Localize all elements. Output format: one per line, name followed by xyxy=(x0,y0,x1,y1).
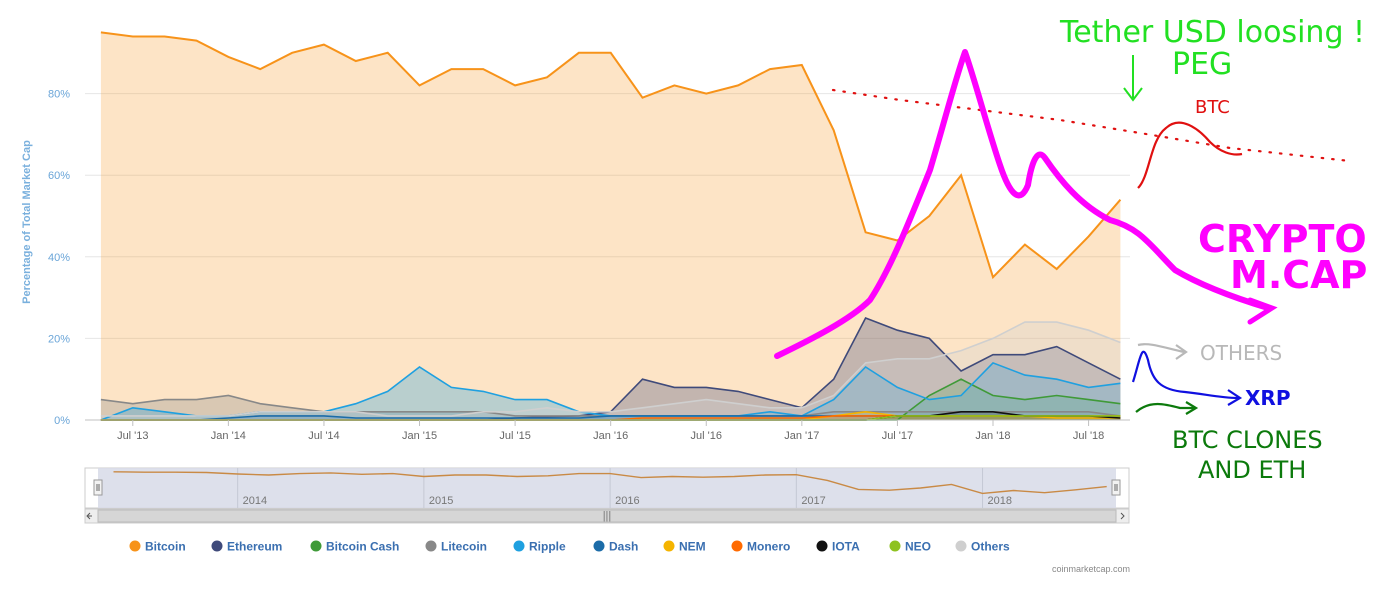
navigator-bitcoin-line xyxy=(113,471,1107,495)
navigator-year-label: 2015 xyxy=(429,495,453,507)
series-area-ethereum xyxy=(100,318,1121,420)
navigator-year-label: 2014 xyxy=(243,495,267,507)
magenta-crypto-cap-curve xyxy=(774,49,1271,359)
y-tick-label: 60% xyxy=(48,170,70,182)
series-area-others xyxy=(100,322,1121,420)
legend-label: Bitcoin Cash xyxy=(326,540,399,554)
legend-marker-icon xyxy=(211,540,223,552)
legend-item-dash[interactable]: Dash xyxy=(593,540,639,554)
scroll-left-arrow-icon[interactable] xyxy=(86,512,92,520)
legend-marker-icon xyxy=(955,540,967,552)
series-area-litecoin xyxy=(100,395,1121,420)
legend-item-ripple[interactable]: Ripple xyxy=(513,540,566,554)
x-tick-label: Jan '18 xyxy=(975,430,1010,442)
legend-item-neo[interactable]: NEO xyxy=(889,540,932,554)
legend-marker-icon xyxy=(731,540,743,552)
annotation-others: OTHERS xyxy=(1200,341,1282,365)
scrollbar-thumb[interactable] xyxy=(97,509,1117,523)
legend-item-monero[interactable]: Monero xyxy=(731,540,791,554)
x-tick-label: Jul '14 xyxy=(308,430,339,442)
annotation-clones-line1: BTC CLONES xyxy=(1172,426,1323,454)
y-axis-label: Percentage of Total Market Cap xyxy=(21,140,33,304)
navigator-year-labels: 2014 2015 2016 2017 2018 xyxy=(237,468,1012,508)
blue-arrow-icon xyxy=(1131,350,1243,406)
annotation-tether-line2: PEG xyxy=(1172,47,1232,82)
legend-item-nem[interactable]: NEM xyxy=(663,540,706,554)
x-tick-label: Jul '15 xyxy=(499,430,530,442)
series-area-dash xyxy=(100,415,1121,420)
x-tick-label: Jul '17 xyxy=(882,430,913,442)
legend-item-others[interactable]: Others xyxy=(955,540,1011,554)
x-axis: Jul '13 Jan '14 Jul '14 Jan '15 Jul '15 Jan '… xyxy=(85,419,1130,442)
navigator-year-label: 2018 xyxy=(988,495,1012,507)
navigator-right-handle[interactable] xyxy=(1111,479,1121,496)
range-navigator[interactable]: 2014 2015 2016 2017 2018 ||| xyxy=(84,467,1130,524)
navigator-year-label: 2017 xyxy=(801,495,825,507)
legend-marker-icon xyxy=(425,540,437,552)
series-area-monero xyxy=(100,415,1121,420)
legend-marker-icon xyxy=(593,540,605,552)
gray-arrow-icon xyxy=(1137,343,1188,360)
x-tick-label: Jan '14 xyxy=(211,430,246,442)
legend-label: Monero xyxy=(747,540,790,554)
credit-text: coinmarketcap.com xyxy=(1052,564,1130,574)
legend-marker-icon xyxy=(513,540,525,552)
legend-label: Litecoin xyxy=(441,540,487,554)
magenta-arrow-head-icon xyxy=(1247,297,1278,325)
green-down-arrow-icon xyxy=(1123,55,1143,102)
legend-item-bitcoin-cash[interactable]: Bitcoin Cash xyxy=(310,540,400,554)
legend-marker-icon xyxy=(816,540,828,552)
legend-marker-icon xyxy=(129,540,141,552)
navigator-left-handle[interactable] xyxy=(93,479,103,496)
legend-label: NEM xyxy=(679,540,706,554)
series-area-nem xyxy=(100,411,1121,420)
annotation-crypto-line1: CRYPTO xyxy=(1198,217,1367,261)
series-area-bitcoin xyxy=(100,32,1121,421)
y-tick-label: 80% xyxy=(48,89,70,101)
legend-item-ethereum[interactable]: Ethereum xyxy=(211,540,283,554)
legend-label: Dash xyxy=(609,540,638,554)
annotation-clones-line2: AND ETH xyxy=(1198,456,1306,484)
hand-drawn-annotations: Tether USD loosing ! PEG BTC CRYPTO M.CA… xyxy=(774,15,1367,484)
legend-item-iota[interactable]: IOTA xyxy=(816,540,861,554)
legend-item-bitcoin[interactable]: Bitcoin xyxy=(129,540,186,554)
annotation-crypto-line2: M.CAP xyxy=(1230,253,1367,297)
legend-item-litecoin[interactable]: Litecoin xyxy=(425,540,488,554)
x-tick-label: Jan '16 xyxy=(593,430,628,442)
annotation-tether-line1: Tether USD loosing ! xyxy=(1059,15,1365,50)
x-tick-label: Jul '18 xyxy=(1073,430,1104,442)
legend-label: Others xyxy=(971,540,1010,554)
annotation-btc: BTC xyxy=(1195,97,1230,118)
series-line-others xyxy=(100,321,1121,417)
y-tick-label: 20% xyxy=(48,333,70,345)
y-tick-label: 40% xyxy=(48,252,70,264)
x-tick-label: Jul '13 xyxy=(117,430,148,442)
x-tick-label: Jan '17 xyxy=(784,430,819,442)
red-dotted-trend-line xyxy=(831,88,1352,163)
legend-label: Bitcoin xyxy=(145,540,186,554)
darkgreen-arrow-icon xyxy=(1135,401,1199,415)
scroll-right-arrow-icon[interactable] xyxy=(1120,512,1125,520)
x-tick-label: Jan '15 xyxy=(402,430,437,442)
red-btc-curve xyxy=(1137,121,1243,189)
legend-marker-icon xyxy=(889,540,901,552)
series-area-ripple xyxy=(100,362,1121,420)
y-tick-label: 0% xyxy=(54,415,70,427)
legend-label: Ripple xyxy=(529,540,566,554)
legend-label: NEO xyxy=(905,540,931,554)
legend-marker-icon xyxy=(310,540,322,552)
y-axis: 0% 20% 40% 60% 80% xyxy=(48,89,70,427)
legend-label: Ethereum xyxy=(227,540,282,554)
x-tick-label: Jul '16 xyxy=(691,430,722,442)
annotation-xrp: XRP xyxy=(1245,386,1290,410)
legend-marker-icon xyxy=(663,540,675,552)
legend[interactable]: Bitcoin Ethereum Bitcoin Cash Litecoin Rippl… xyxy=(129,540,1011,554)
series-line-bitcoin xyxy=(100,31,1122,280)
navigator-year-label: 2016 xyxy=(615,495,639,507)
scrollbar-grip[interactable]: ||| xyxy=(603,510,612,522)
legend-label: IOTA xyxy=(832,540,860,554)
